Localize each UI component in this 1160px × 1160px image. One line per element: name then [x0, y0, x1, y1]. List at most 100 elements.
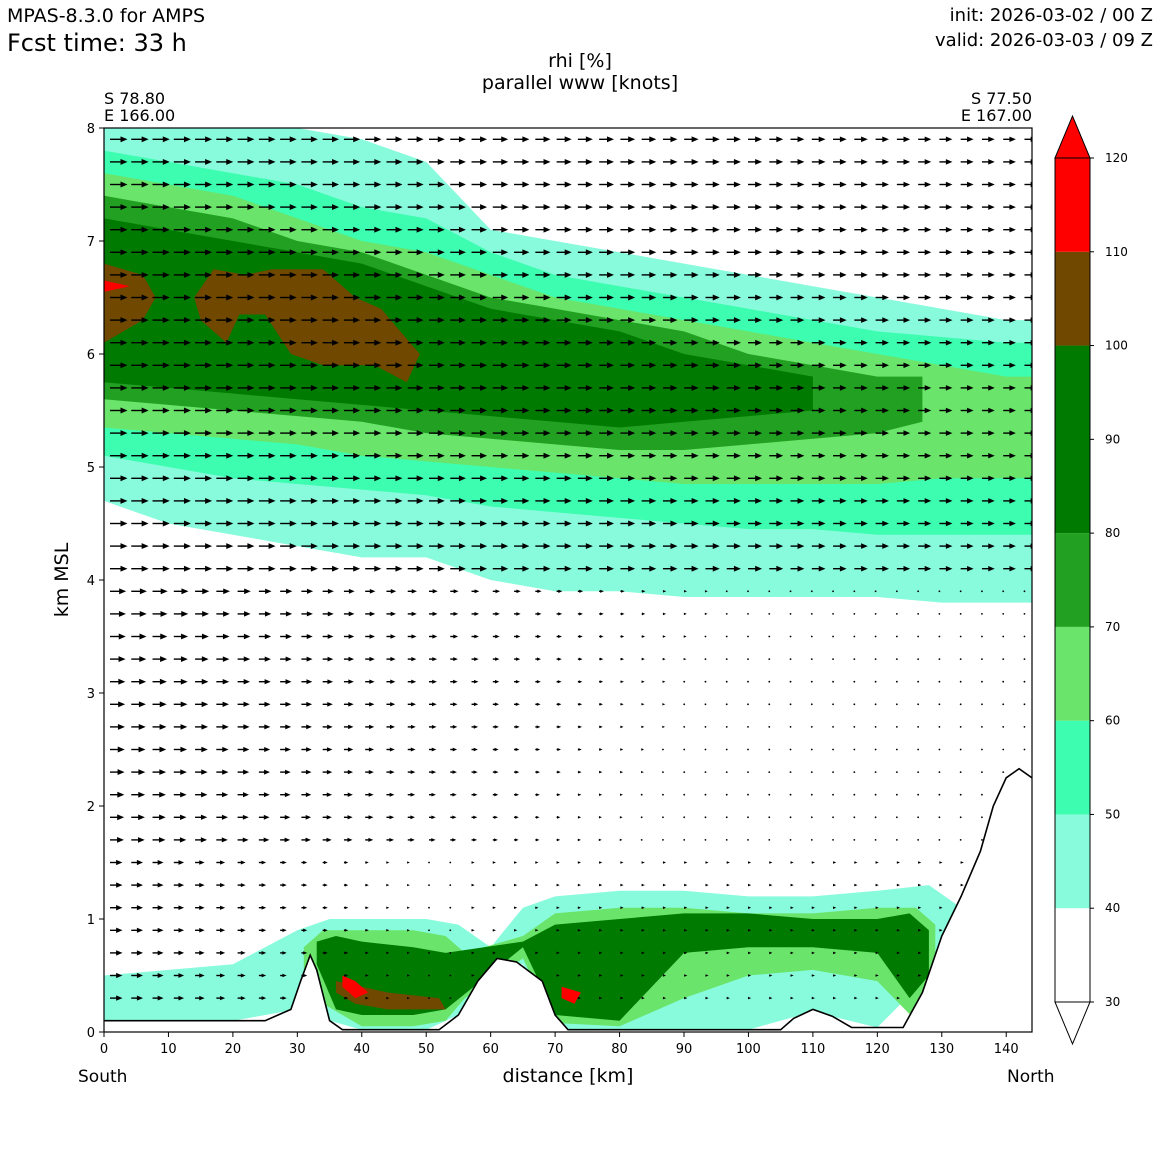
wind-head	[712, 452, 720, 459]
wind-head	[326, 792, 333, 797]
wind-dot	[832, 748, 834, 751]
wind-head	[501, 317, 509, 324]
wind-head	[896, 861, 900, 864]
wind-head	[564, 249, 572, 256]
wind-head	[818, 385, 826, 391]
wind-head	[289, 204, 297, 211]
wind-head	[543, 362, 551, 369]
wind-head	[712, 181, 720, 188]
south-end-label: South	[78, 1067, 128, 1087]
wind-head	[332, 407, 340, 414]
wind-head	[243, 724, 250, 730]
wind-head	[918, 883, 922, 887]
wind-head	[431, 815, 436, 820]
wind-head	[918, 929, 922, 932]
wind-head	[410, 770, 416, 775]
wind-head	[882, 136, 889, 143]
wind-head	[243, 701, 250, 707]
wind-head	[564, 565, 572, 572]
wind-head	[323, 951, 328, 955]
wind-head	[967, 226, 974, 233]
wind-head	[389, 815, 395, 820]
wind-head	[712, 158, 720, 165]
wind-head	[480, 520, 488, 527]
wind-head	[712, 294, 720, 301]
wind-head	[199, 882, 205, 888]
wind-head	[141, 158, 149, 165]
wind-dot	[428, 929, 430, 932]
wind-dot	[917, 658, 920, 660]
wind-head	[896, 929, 900, 932]
wind-head	[939, 883, 943, 887]
wind-head	[323, 860, 328, 865]
wind-head	[332, 249, 340, 256]
wind-head	[649, 204, 657, 211]
wind-head	[222, 724, 229, 730]
wind-head	[577, 838, 581, 842]
wind-head	[416, 384, 424, 391]
wind-head	[684, 883, 688, 887]
wind-head	[628, 136, 636, 143]
wind-head	[790, 861, 794, 864]
wind-head	[458, 136, 466, 143]
wind-head	[141, 294, 149, 301]
wind-head	[712, 475, 720, 482]
wind-head	[522, 430, 530, 437]
wind-dot	[747, 590, 749, 593]
wind-dot	[1002, 590, 1005, 593]
wind-head	[945, 226, 953, 233]
wind-head	[755, 384, 763, 391]
wind-head	[535, 906, 539, 909]
wind-head	[201, 769, 208, 775]
wind-head	[556, 861, 560, 864]
wind-head	[988, 136, 995, 143]
wind-dot	[895, 635, 898, 638]
wind-head	[776, 362, 784, 369]
wind-head	[180, 791, 187, 798]
wind-head	[310, 430, 318, 437]
wind-head	[903, 159, 911, 165]
wind-head	[1009, 181, 1016, 188]
wind-head	[353, 384, 361, 391]
wind-head	[684, 906, 688, 909]
wind-head	[606, 136, 614, 143]
wind-head	[557, 725, 562, 729]
wind-head	[662, 861, 667, 864]
wind-head	[268, 271, 276, 278]
wind-head	[222, 633, 230, 640]
wind-head	[199, 950, 205, 956]
wind-head	[712, 362, 720, 369]
wind-dot	[874, 590, 877, 593]
wind-head	[726, 974, 730, 977]
wind-head	[141, 339, 149, 346]
wind-head	[120, 543, 128, 550]
wind-head	[492, 883, 496, 887]
wind-head	[289, 136, 297, 143]
wind-head	[323, 928, 328, 932]
wind-head	[205, 136, 213, 143]
wind-head	[247, 226, 255, 233]
wind-head	[882, 452, 889, 459]
y-tick-label: 4	[87, 574, 95, 589]
wind-head	[606, 475, 614, 482]
wind-head	[432, 679, 437, 684]
wind-head	[516, 612, 521, 616]
wind-head	[240, 905, 246, 910]
wind-head	[247, 271, 255, 278]
colorbar-bin-60-70	[1055, 626, 1090, 721]
wind-head	[386, 929, 390, 932]
wind-head	[585, 249, 593, 256]
wind-head	[120, 136, 128, 143]
wind-dot	[938, 658, 941, 660]
colorbar-tick-label: 110	[1105, 245, 1128, 259]
wind-head	[564, 543, 572, 550]
wind-head	[578, 725, 582, 729]
x-tick-label: 140	[994, 1042, 1019, 1057]
wind-head	[303, 883, 308, 887]
wind-head	[641, 929, 645, 932]
low-cloud-110-120	[561, 986, 581, 1004]
wind-head	[641, 883, 645, 887]
wind-head	[599, 883, 603, 887]
wind-head	[374, 204, 382, 211]
wind-dot	[747, 658, 749, 660]
